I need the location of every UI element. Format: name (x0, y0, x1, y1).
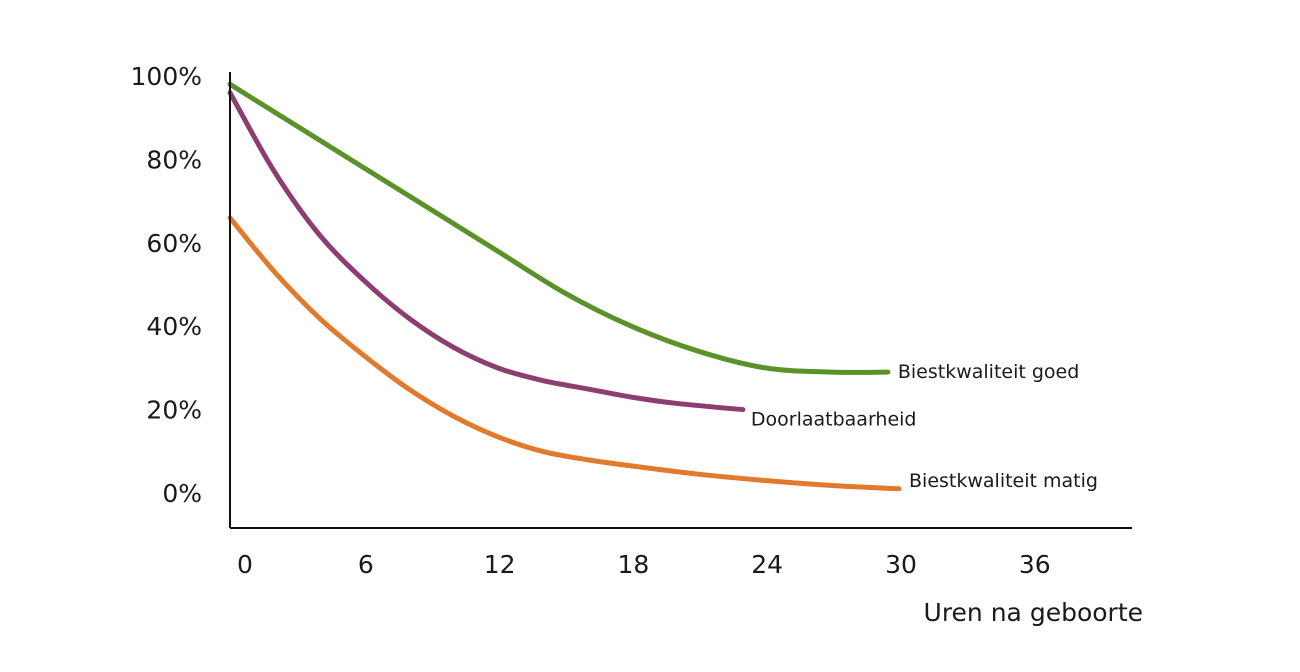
x-tick-label: 24 (751, 550, 783, 579)
y-tick-label: 80% (146, 145, 202, 174)
x-tick-label: 36 (1019, 550, 1051, 579)
x-tick-label: 0 (237, 550, 253, 579)
series-label-biestkwaliteit-matig: Biestkwaliteit matig (909, 470, 1098, 492)
y-tick-label: 100% (131, 62, 202, 91)
x-tick-label: 18 (617, 550, 649, 579)
series-line-biestkwaliteit-matig (227, 215, 902, 492)
x-tick-labels: 0 6 12 18 24 30 36 (237, 550, 1051, 579)
y-tick-label: 20% (146, 396, 202, 425)
x-axis-title: Uren na geboorte (924, 598, 1143, 627)
x-tick-label: 12 (484, 550, 516, 579)
y-tick-label: 40% (146, 312, 202, 341)
series-line-doorlaatbaarheid (227, 90, 746, 413)
series-line-biestkwaliteit-goed (227, 81, 891, 375)
y-tick-labels: 0% 20% 40% 60% 80% 100% (131, 62, 202, 508)
series-labels: Biestkwaliteit goed Doorlaatbaarheid Biest… (751, 361, 1098, 492)
x-tick-label: 6 (358, 550, 374, 579)
y-tick-label: 60% (146, 229, 202, 258)
y-tick-label: 0% (162, 479, 202, 508)
x-tick-label: 30 (885, 550, 917, 579)
series-lines (227, 81, 902, 492)
series-label-doorlaatbaarheid: Doorlaatbaarheid (751, 409, 917, 431)
series-label-biestkwaliteit-goed: Biestkwaliteit goed (898, 361, 1079, 383)
